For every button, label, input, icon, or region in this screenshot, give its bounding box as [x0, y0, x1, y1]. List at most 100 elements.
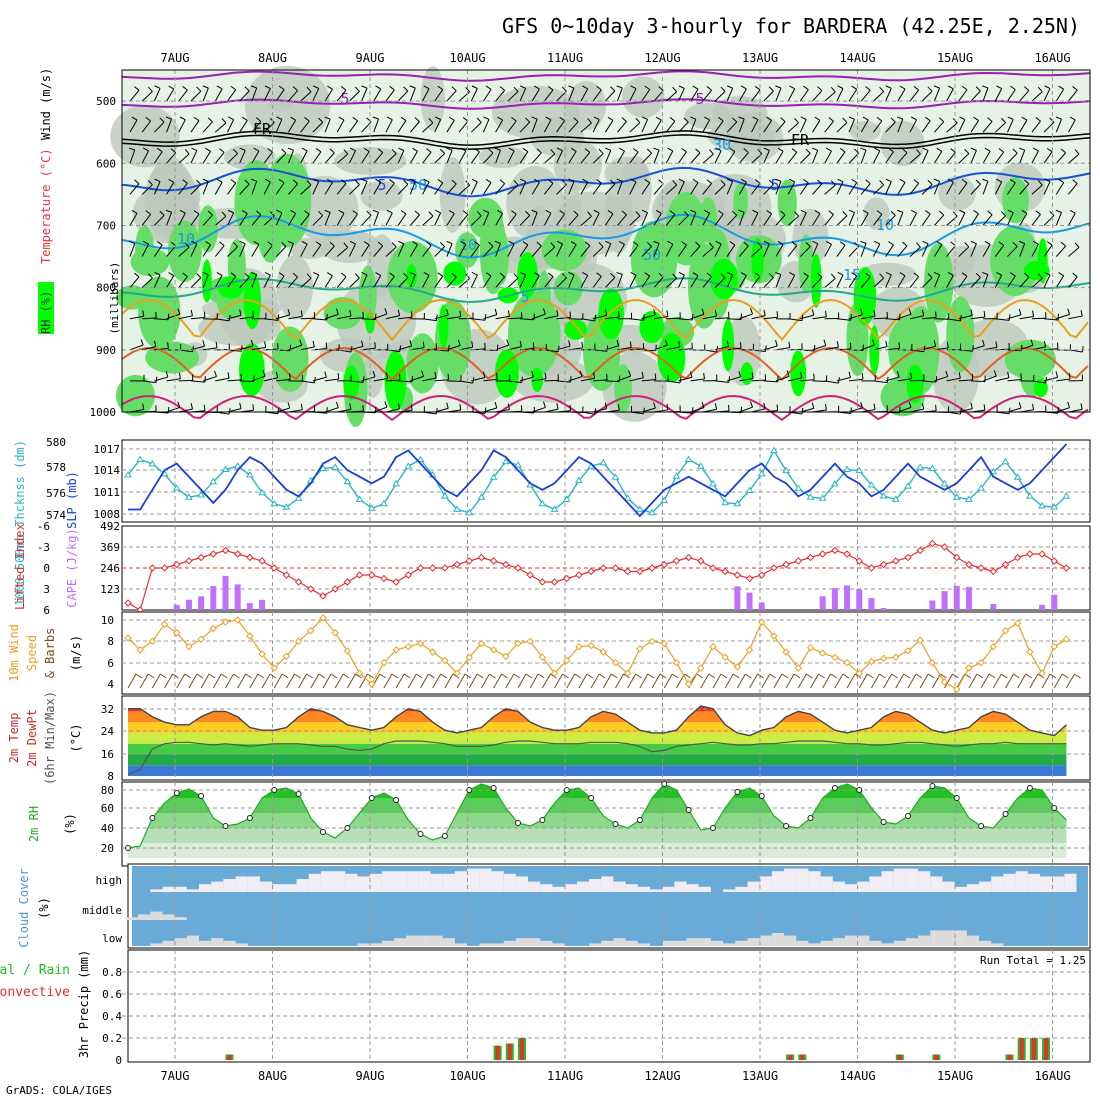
- wind-barb-flag: [193, 210, 200, 215]
- cloud-cell: [576, 881, 590, 892]
- wind-barb-flag: [691, 342, 693, 349]
- data-point: [148, 564, 157, 572]
- wind-barb: [227, 119, 235, 133]
- surface-wind-barb-flag: [464, 673, 472, 679]
- wind-barb-flag: [982, 271, 989, 275]
- wind-barb: [727, 318, 742, 320]
- precip-convective-bar: [800, 1054, 805, 1060]
- wind-barb-flag: [391, 148, 397, 155]
- wind-barb-flag: [1067, 308, 1071, 315]
- rh-band-saturated: [406, 263, 417, 289]
- wind-barb: [276, 378, 291, 382]
- wind-barb-flag: [1021, 116, 1028, 121]
- wind-barb: [812, 243, 819, 257]
- data-point: [173, 560, 181, 569]
- wind-barb: [775, 121, 786, 133]
- wind-barb-flag: [775, 271, 782, 276]
- wind-barb-flag: [377, 241, 384, 247]
- wind-barb: [982, 375, 997, 382]
- data-point: [977, 484, 986, 491]
- wind-barb: [1031, 214, 1041, 226]
- wind-barb-flag: [865, 179, 871, 185]
- surface-wind-barb-flag: [196, 673, 204, 679]
- wind-barb-flag: [306, 180, 312, 186]
- wind-barb-flag: [1007, 116, 1014, 120]
- rh-band-moist: [924, 243, 954, 323]
- wind-barb: [337, 315, 352, 320]
- wind-barb-flag: [961, 272, 968, 277]
- wind-barb: [276, 314, 290, 320]
- wind-barb-flag: [789, 272, 795, 276]
- wind-barb: [885, 274, 892, 288]
- wind-barb-flag: [242, 210, 248, 215]
- data-point: [733, 663, 742, 671]
- cloud-cell: [893, 868, 906, 892]
- wind-barb: [373, 118, 380, 133]
- wind-barb: [385, 276, 395, 288]
- wind-barb-flag: [1007, 371, 1010, 378]
- wind-barb: [1043, 88, 1051, 102]
- wind-barb-flag: [911, 209, 917, 214]
- wind-barb-flag: [653, 308, 656, 316]
- wind-barb-flag: [617, 311, 620, 318]
- wind-barb: [848, 275, 858, 288]
- wind-barb: [324, 212, 331, 226]
- rh-point: [198, 793, 205, 799]
- wind-barb: [958, 212, 966, 226]
- wind-barb-flag: [410, 404, 413, 411]
- wind-barb-flag: [131, 116, 138, 121]
- cape-bar: [734, 586, 741, 610]
- cloud-cell: [905, 868, 919, 892]
- wind-barb: [897, 406, 912, 413]
- wind-barb-flag: [377, 148, 384, 153]
- wind-barb-flag: [421, 370, 425, 377]
- isotherm-15: [121, 277, 1091, 303]
- wind-barb-flag: [593, 372, 596, 379]
- wind-barb-flag: [720, 273, 726, 279]
- cape-bar: [198, 596, 205, 610]
- wind-barb-flag: [327, 272, 333, 277]
- surface-wind-barb-flag: [172, 673, 179, 679]
- tick-label: 1014: [94, 464, 121, 477]
- wind-barb-flag: [361, 340, 364, 347]
- cloud-cell: [710, 940, 724, 946]
- rh-point: [246, 815, 253, 821]
- data-point: [380, 658, 388, 667]
- data-point: [550, 578, 559, 586]
- wind-barb-flag: [1046, 241, 1053, 246]
- surface-wind-barb-flag: [452, 673, 460, 679]
- wind-barb-flag: [372, 116, 379, 120]
- data-point: [745, 574, 754, 583]
- wind-barb: [519, 215, 531, 226]
- wind-barb: [312, 274, 320, 288]
- wind-barb: [531, 275, 540, 288]
- wind-barb-flag: [191, 147, 198, 152]
- wind-barb-flag: [465, 87, 471, 93]
- wind-barb: [166, 378, 181, 382]
- wind-barb-flag: [507, 310, 510, 317]
- wind-barb: [202, 274, 209, 288]
- precip-convective-bar: [495, 1045, 500, 1060]
- cloud-cell: [601, 876, 614, 892]
- wind-barb-flag: [532, 342, 535, 349]
- wind-barb: [397, 277, 409, 288]
- wind-barb-flag: [596, 272, 602, 277]
- cloud-cell: [211, 881, 224, 892]
- wind-barb: [215, 377, 230, 382]
- wind-barb-flag: [267, 148, 273, 153]
- wind-barb: [446, 213, 455, 226]
- wind-barb-flag: [252, 404, 255, 411]
- wind-barb: [641, 212, 649, 226]
- wind-barb: [873, 380, 888, 384]
- wind-barb: [1031, 120, 1041, 133]
- wind-barb-flag: [313, 178, 319, 183]
- cape-bar: [758, 602, 765, 610]
- wind-barb: [665, 214, 676, 226]
- wind-barb: [617, 87, 623, 102]
- wind-barb: [275, 89, 285, 102]
- wind-barb-flag: [579, 370, 583, 377]
- data-point: [319, 592, 327, 600]
- wind-barb-flag: [165, 209, 172, 213]
- cloud-cell: [528, 881, 541, 892]
- wind-barb: [300, 243, 308, 257]
